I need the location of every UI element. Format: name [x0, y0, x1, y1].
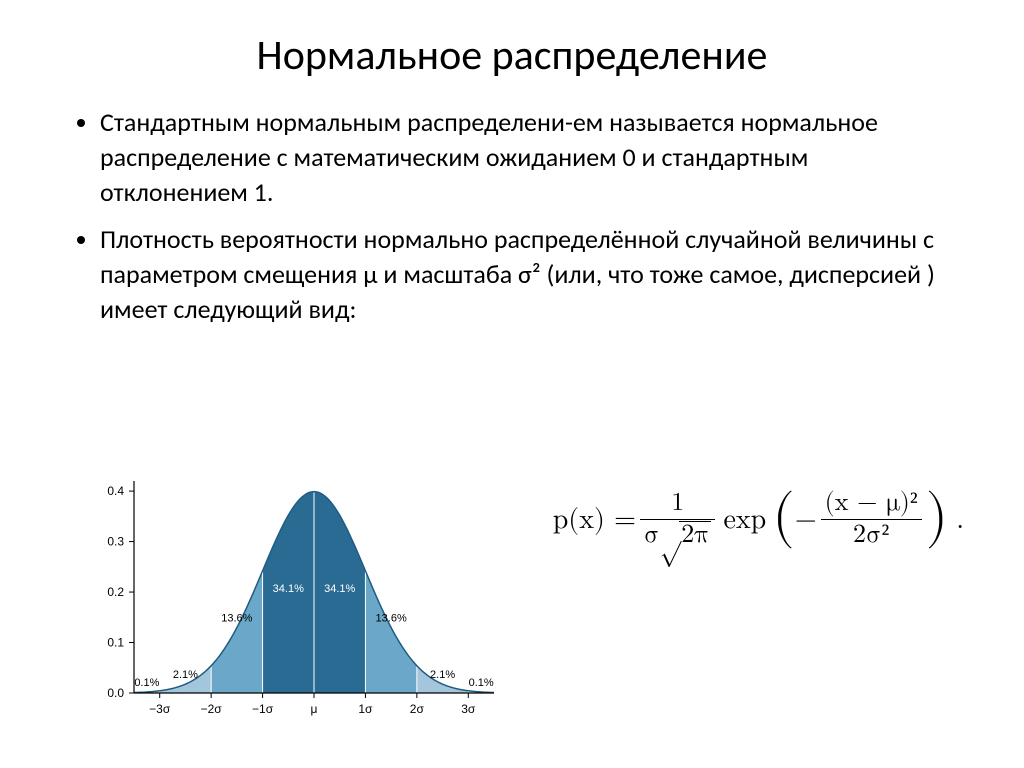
- pdf-formula: p(x) = 1 σ 2π exp ( − (x − μ)² 2σ² ) .: [553, 488, 964, 551]
- y-tick-label: 0.0: [107, 686, 124, 700]
- y-tick-label: 0.3: [107, 535, 124, 549]
- frac1-den: σ 2π: [640, 520, 716, 551]
- y-tick-label: 0.1: [107, 636, 124, 650]
- formula-lhs: p(x) =: [553, 503, 636, 537]
- x-tick-label: −2σ: [201, 702, 223, 716]
- segment-label: 0.1%: [469, 677, 494, 689]
- slide-title: Нормальное распределение: [70, 30, 954, 81]
- normal-distribution-chart: −3σ −2σ −1σ μ 1σ 2σ 3σ 0.0 0.1 0.2 0.3 0.4 0.1% 2.1% 1…: [90, 473, 510, 733]
- lower-region: −3σ−2σ−1σμ1σ2σ3σ0.00.10.20.30.40.1%2.1%1…: [70, 448, 954, 728]
- bullet-list: Стандартным нормальным распределени-ем н…: [70, 105, 954, 328]
- x-tick-label: −3σ: [149, 702, 171, 716]
- bullet-item: Плотность вероятности нормально распреде…: [100, 222, 954, 327]
- slide: Нормальное распределение Стандартным нор…: [0, 0, 1024, 768]
- frac2-num: (x − μ)²: [821, 488, 922, 519]
- formula-frac-1: 1 σ 2π: [640, 488, 716, 551]
- x-tick-label: μ: [311, 702, 318, 716]
- x-tick-label: −1σ: [252, 702, 274, 716]
- bullet-item: Стандартным нормальным распределени-ем н…: [100, 105, 954, 210]
- segment-label: 2.1%: [173, 669, 198, 681]
- segment-label: 13.6%: [376, 613, 407, 625]
- minus: −: [795, 503, 817, 537]
- segment-label: 2.1%: [430, 669, 455, 681]
- sqrt: 2π: [660, 520, 712, 551]
- x-tick-label: 1σ: [358, 702, 373, 716]
- y-tick-label: 0.2: [107, 585, 124, 599]
- frac2-den: 2σ²: [849, 520, 893, 551]
- segment-label: 0.1%: [134, 677, 159, 689]
- sigma: σ: [644, 522, 660, 548]
- x-tick-label: 2σ: [410, 702, 425, 716]
- y-tick-label: 0.4: [107, 484, 124, 498]
- rparen-icon: ): [926, 494, 949, 540]
- formula-frac-2: (x − μ)² 2σ²: [821, 488, 922, 551]
- x-tick-label: 3σ: [461, 702, 476, 716]
- exp-text: exp: [723, 503, 766, 537]
- segment-label: 13.6%: [221, 613, 252, 625]
- formula-tail: .: [956, 503, 964, 537]
- radicand: 2π: [679, 521, 711, 548]
- frac1-num: 1: [667, 488, 688, 519]
- segment-label: 34.1%: [324, 583, 355, 595]
- lparen-icon: (: [772, 494, 795, 540]
- segment-label: 34.1%: [273, 583, 304, 595]
